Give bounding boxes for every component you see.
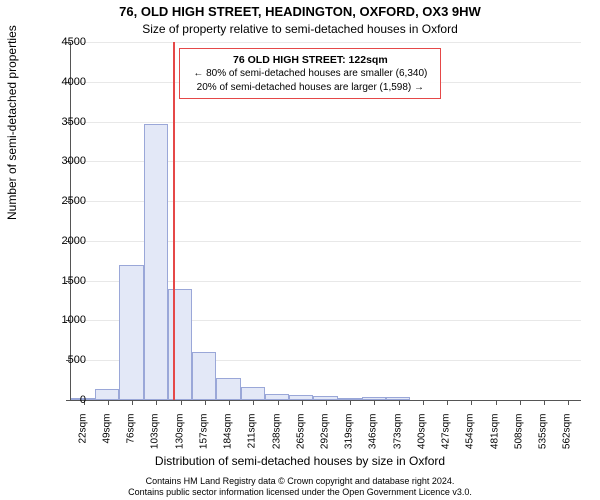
- x-tick-mark: [326, 400, 327, 405]
- x-tick-label: 157sqm: [198, 414, 209, 454]
- y-tick-label: 4500: [46, 36, 86, 48]
- x-tick-mark: [399, 400, 400, 405]
- x-tick-label: 292sqm: [320, 414, 331, 454]
- annotation-line-larger: 20% of semi-detached houses are larger (…: [186, 81, 434, 95]
- histogram-bar: [119, 265, 143, 400]
- y-tick-label: 2000: [46, 235, 86, 247]
- x-tick-mark: [471, 400, 472, 405]
- reference-line: [173, 42, 175, 400]
- x-tick-label: 49sqm: [101, 414, 112, 454]
- x-tick-label: 535sqm: [538, 414, 549, 454]
- chart-title-sub: Size of property relative to semi-detach…: [0, 22, 600, 36]
- footer-line-1: Contains HM Land Registry data © Crown c…: [0, 476, 600, 487]
- histogram-bar: [168, 289, 192, 400]
- x-tick-label: 211sqm: [247, 414, 258, 454]
- histogram-bar: [144, 124, 168, 400]
- x-tick-label: 427sqm: [441, 414, 452, 454]
- y-axis-title: Number of semi-detached properties: [5, 25, 19, 220]
- x-tick-mark: [302, 400, 303, 405]
- x-tick-mark: [374, 400, 375, 405]
- y-tick-label: 1000: [46, 314, 86, 326]
- x-tick-mark: [229, 400, 230, 405]
- gridline: [71, 122, 581, 123]
- x-tick-label: 562sqm: [562, 414, 573, 454]
- x-tick-label: 184sqm: [223, 414, 234, 454]
- x-tick-label: 319sqm: [344, 414, 355, 454]
- histogram-bar: [216, 378, 240, 400]
- histogram-bar: [241, 387, 265, 400]
- x-tick-mark: [205, 400, 206, 405]
- x-tick-mark: [447, 400, 448, 405]
- x-tick-mark: [181, 400, 182, 405]
- annotation-title: 76 OLD HIGH STREET: 122sqm: [186, 53, 434, 67]
- annotation-box: 76 OLD HIGH STREET: 122sqm← 80% of semi-…: [179, 48, 441, 99]
- x-tick-label: 346sqm: [368, 414, 379, 454]
- chart-footer: Contains HM Land Registry data © Crown c…: [0, 476, 600, 499]
- histogram-bar: [95, 389, 119, 400]
- x-tick-mark: [423, 400, 424, 405]
- chart-container: 76, OLD HIGH STREET, HEADINGTON, OXFORD,…: [0, 0, 600, 500]
- x-tick-label: 238sqm: [271, 414, 282, 454]
- x-tick-mark: [544, 400, 545, 405]
- plot-area: 76 OLD HIGH STREET: 122sqm← 80% of semi-…: [70, 42, 581, 401]
- x-tick-label: 265sqm: [295, 414, 306, 454]
- x-tick-label: 130sqm: [174, 414, 185, 454]
- x-tick-mark: [278, 400, 279, 405]
- x-tick-label: 373sqm: [392, 414, 403, 454]
- y-tick-label: 0: [46, 394, 86, 406]
- x-tick-label: 481sqm: [489, 414, 500, 454]
- y-tick-label: 2500: [46, 195, 86, 207]
- footer-line-2: Contains public sector information licen…: [0, 487, 600, 498]
- x-tick-mark: [568, 400, 569, 405]
- x-tick-mark: [108, 400, 109, 405]
- histogram-bar: [192, 352, 216, 400]
- annotation-line-smaller: ← 80% of semi-detached houses are smalle…: [186, 67, 434, 81]
- x-tick-mark: [350, 400, 351, 405]
- x-tick-mark: [156, 400, 157, 405]
- y-tick-label: 500: [46, 354, 86, 366]
- gridline: [71, 42, 581, 43]
- x-tick-mark: [253, 400, 254, 405]
- y-tick-label: 1500: [46, 275, 86, 287]
- x-tick-label: 76sqm: [126, 414, 137, 454]
- x-tick-label: 508sqm: [513, 414, 524, 454]
- y-tick-label: 3000: [46, 155, 86, 167]
- x-tick-label: 22sqm: [77, 414, 88, 454]
- x-tick-mark: [520, 400, 521, 405]
- x-tick-label: 103sqm: [150, 414, 161, 454]
- x-tick-mark: [496, 400, 497, 405]
- x-tick-label: 454sqm: [465, 414, 476, 454]
- x-tick-label: 400sqm: [416, 414, 427, 454]
- chart-title-main: 76, OLD HIGH STREET, HEADINGTON, OXFORD,…: [0, 4, 600, 19]
- x-axis-title: Distribution of semi-detached houses by …: [0, 454, 600, 468]
- y-tick-label: 4000: [46, 76, 86, 88]
- x-tick-mark: [132, 400, 133, 405]
- y-tick-label: 3500: [46, 116, 86, 128]
